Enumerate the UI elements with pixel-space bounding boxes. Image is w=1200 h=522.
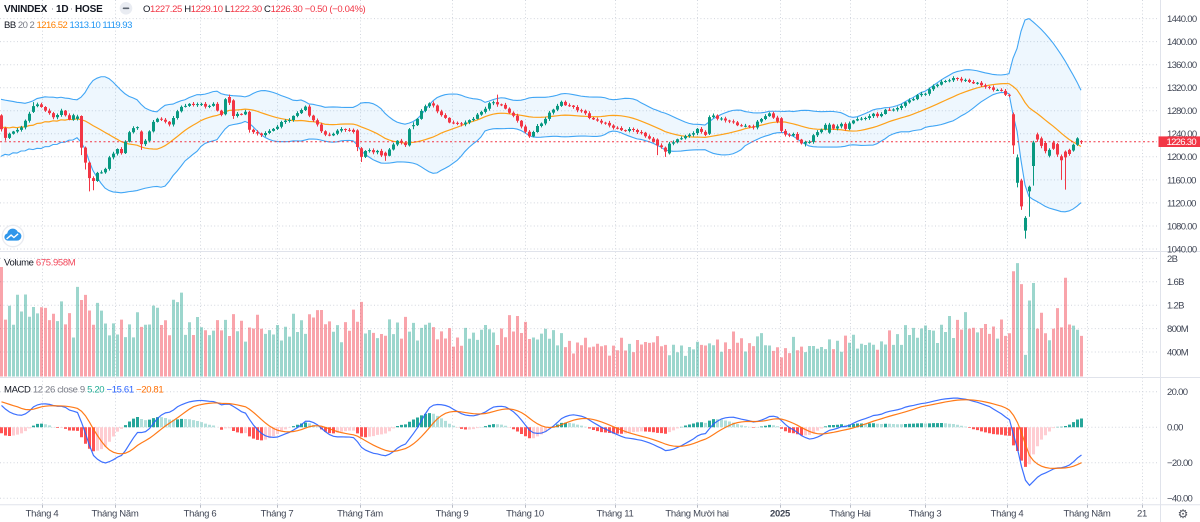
svg-text:21: 21 xyxy=(1137,509,1147,520)
svg-text:Tháng Năm: Tháng Năm xyxy=(92,509,139,520)
svg-text:2B: 2B xyxy=(1167,254,1178,265)
svg-text:VNINDEX: VNINDEX xyxy=(4,4,48,15)
svg-text:20.00: 20.00 xyxy=(1167,387,1188,398)
svg-text:BB 20 2 1216.52 1313.10 1119.: BB 20 2 1216.52 1313.10 1119.93 xyxy=(4,20,132,31)
svg-text:400M: 400M xyxy=(1167,347,1189,358)
svg-text:1200.00: 1200.00 xyxy=(1167,152,1197,163)
svg-text:1400.00: 1400.00 xyxy=(1167,37,1197,48)
svg-text:Tháng 9: Tháng 9 xyxy=(436,509,469,520)
svg-text:1.2B: 1.2B xyxy=(1167,301,1184,312)
svg-text:Tháng Năm: Tháng Năm xyxy=(1064,509,1111,520)
svg-text:1120.00: 1120.00 xyxy=(1167,198,1196,209)
svg-text:Tháng 4: Tháng 4 xyxy=(26,509,59,520)
svg-text:·: · xyxy=(70,4,73,14)
svg-text:MACD 12 26 close 9 5.20 −15.61: MACD 12 26 close 9 5.20 −15.61 −20.81 xyxy=(4,385,163,396)
svg-text:1320.00: 1320.00 xyxy=(1167,83,1197,94)
svg-text:1080.00: 1080.00 xyxy=(1167,221,1197,232)
svg-text:Tháng 4: Tháng 4 xyxy=(991,509,1024,520)
svg-text:O1227.25 H1229.10 L1222.30 C12: O1227.25 H1229.10 L1222.30 C1226.30 −0.5… xyxy=(143,4,366,15)
svg-text:⚙: ⚙ xyxy=(1178,507,1189,521)
svg-text:1D: 1D xyxy=(56,4,68,15)
svg-text:1.6B: 1.6B xyxy=(1167,277,1184,288)
svg-text:Tháng 10: Tháng 10 xyxy=(506,509,544,520)
svg-text:−40.00: −40.00 xyxy=(1167,494,1193,505)
svg-text:1040.00: 1040.00 xyxy=(1167,244,1197,255)
svg-text:Tháng 3: Tháng 3 xyxy=(909,509,942,520)
svg-text:Volume 675.958M: Volume 675.958M xyxy=(4,257,76,268)
svg-text:800M: 800M xyxy=(1167,324,1189,335)
svg-text:Tháng 11: Tháng 11 xyxy=(596,509,633,520)
svg-text:Tháng Mười hai: Tháng Mười hai xyxy=(665,509,728,520)
svg-text:Tháng 6: Tháng 6 xyxy=(184,509,217,520)
svg-text:1440.00: 1440.00 xyxy=(1167,14,1197,25)
svg-text:Tháng 7: Tháng 7 xyxy=(261,509,294,520)
svg-text:2025: 2025 xyxy=(770,509,791,520)
svg-text:0.00: 0.00 xyxy=(1167,423,1183,434)
svg-text:·: · xyxy=(51,4,54,14)
svg-text:−20.00: −20.00 xyxy=(1167,458,1193,469)
svg-text:HOSE: HOSE xyxy=(75,4,103,15)
svg-text:Tháng Hai: Tháng Hai xyxy=(829,509,870,520)
svg-text:Tháng Tám: Tháng Tám xyxy=(337,509,383,520)
svg-text:1240.00: 1240.00 xyxy=(1167,129,1197,140)
svg-text:1226.30: 1226.30 xyxy=(1167,137,1197,148)
svg-text:1360.00: 1360.00 xyxy=(1167,60,1197,71)
svg-text:1280.00: 1280.00 xyxy=(1167,106,1197,117)
svg-text:1160.00: 1160.00 xyxy=(1167,175,1196,186)
